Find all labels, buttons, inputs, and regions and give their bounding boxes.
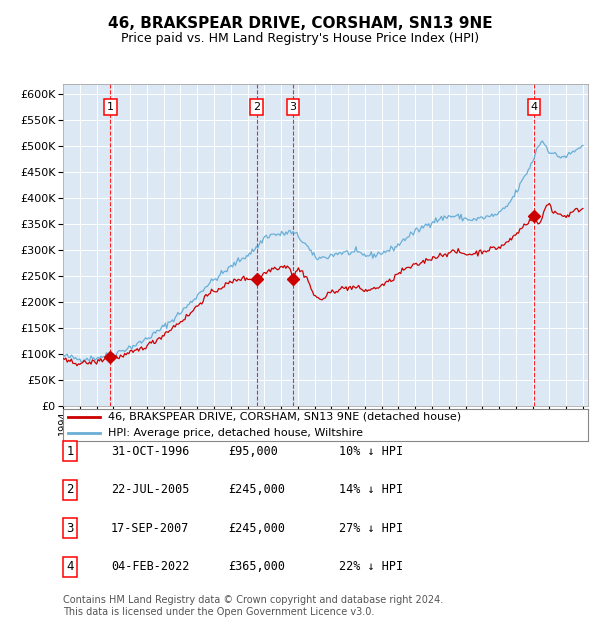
Text: 46, BRAKSPEAR DRIVE, CORSHAM, SN13 9NE (detached house): 46, BRAKSPEAR DRIVE, CORSHAM, SN13 9NE (… [107, 412, 461, 422]
Text: 4: 4 [530, 102, 538, 112]
Text: £245,000: £245,000 [228, 484, 285, 496]
Text: 14% ↓ HPI: 14% ↓ HPI [339, 484, 403, 496]
Text: 46, BRAKSPEAR DRIVE, CORSHAM, SN13 9NE: 46, BRAKSPEAR DRIVE, CORSHAM, SN13 9NE [107, 16, 493, 30]
Text: 17-SEP-2007: 17-SEP-2007 [111, 522, 190, 534]
Text: 3: 3 [67, 522, 74, 534]
Text: 31-OCT-1996: 31-OCT-1996 [111, 445, 190, 458]
Text: HPI: Average price, detached house, Wiltshire: HPI: Average price, detached house, Wilt… [107, 428, 362, 438]
Text: £365,000: £365,000 [228, 560, 285, 573]
Text: 3: 3 [289, 102, 296, 112]
Text: 1: 1 [67, 445, 74, 458]
Text: 2: 2 [67, 484, 74, 496]
Text: 4: 4 [67, 560, 74, 573]
Text: Contains HM Land Registry data © Crown copyright and database right 2024.
This d: Contains HM Land Registry data © Crown c… [63, 595, 443, 617]
Text: 04-FEB-2022: 04-FEB-2022 [111, 560, 190, 573]
Text: £245,000: £245,000 [228, 522, 285, 534]
Text: 2: 2 [253, 102, 260, 112]
Text: 22-JUL-2005: 22-JUL-2005 [111, 484, 190, 496]
Text: 22% ↓ HPI: 22% ↓ HPI [339, 560, 403, 573]
Text: £95,000: £95,000 [228, 445, 278, 458]
Text: 10% ↓ HPI: 10% ↓ HPI [339, 445, 403, 458]
Text: Price paid vs. HM Land Registry's House Price Index (HPI): Price paid vs. HM Land Registry's House … [121, 32, 479, 45]
Text: 27% ↓ HPI: 27% ↓ HPI [339, 522, 403, 534]
Text: 1: 1 [107, 102, 114, 112]
